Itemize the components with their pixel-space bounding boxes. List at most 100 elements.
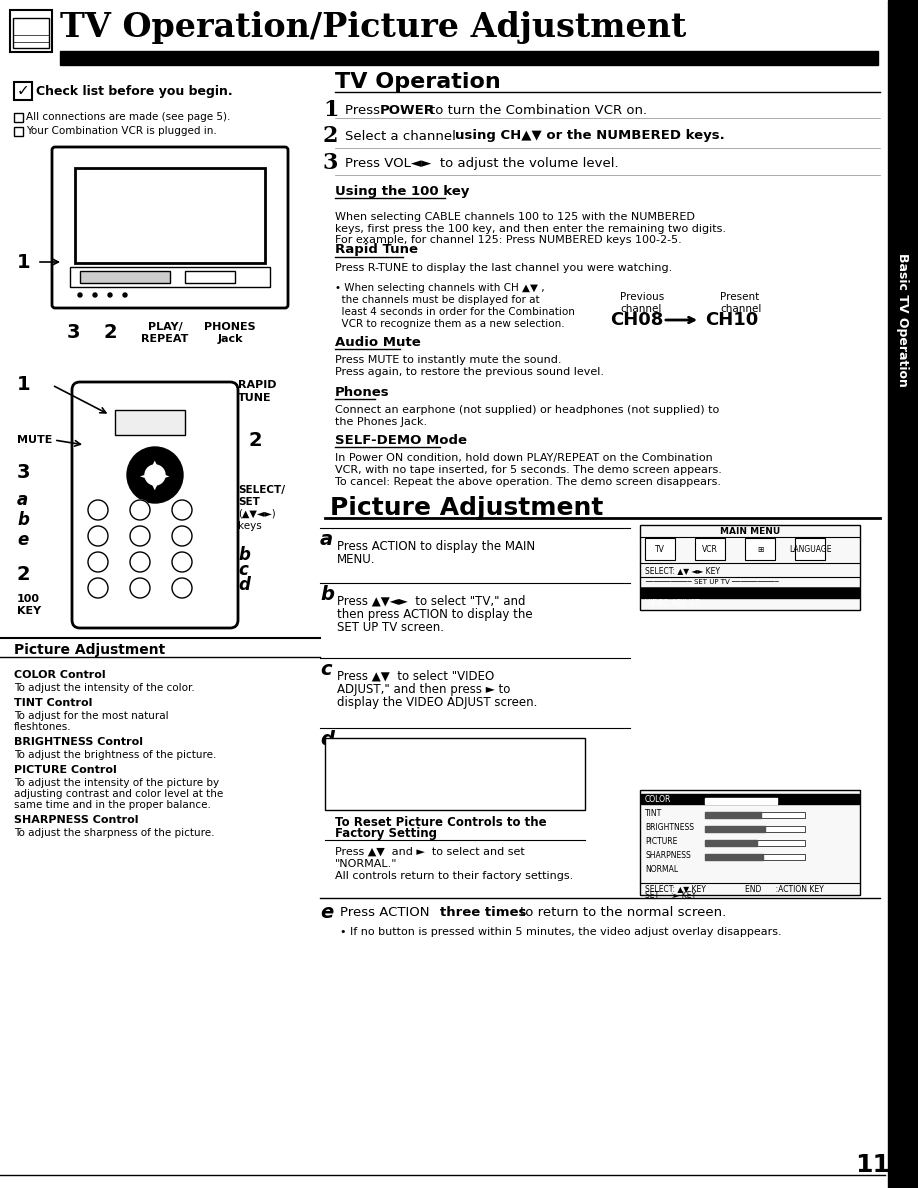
Text: fleshtones.: fleshtones.	[14, 722, 72, 732]
Text: (▲▼◄►): (▲▼◄►)	[238, 508, 275, 519]
Bar	[185, 271, 235, 283]
Text: • When selecting channels with CH ▲▼ ,: • When selecting channels with CH ▲▼ ,	[335, 283, 544, 293]
Text: same time and in the proper balance.: same time and in the proper balance.	[14, 800, 211, 810]
Text: VCR, with no tape inserted, for 5 seconds. The demo screen appears.: VCR, with no tape inserted, for 5 second…	[335, 465, 722, 475]
Text: ►: ►	[162, 470, 170, 480]
Text: BRIGHTNESS: BRIGHTNESS	[645, 823, 694, 833]
Text: Audio Mute: Audio Mute	[335, 335, 420, 348]
Text: TINT: TINT	[645, 809, 662, 819]
Text: display the VIDEO ADJUST screen.: display the VIDEO ADJUST screen.	[337, 696, 537, 709]
Text: To adjust for the most natural: To adjust for the most natural	[14, 710, 169, 721]
Text: Jack: Jack	[218, 334, 242, 345]
Circle shape	[88, 552, 108, 571]
Bar	[705, 854, 763, 860]
Text: Your Combination VCR is plugged in.: Your Combination VCR is plugged in.	[26, 126, 217, 135]
Text: TUNE: TUNE	[238, 393, 272, 403]
Text: three times: three times	[440, 906, 526, 920]
Text: Previous
channel: Previous channel	[620, 292, 665, 314]
Text: POWER: POWER	[380, 103, 435, 116]
Text: ✓: ✓	[17, 83, 29, 99]
Text: Press ▲▼  to select "VIDEO: Press ▲▼ to select "VIDEO	[337, 670, 494, 683]
Text: to turn the Combination VCR on.: to turn the Combination VCR on.	[430, 103, 647, 116]
Text: CH08: CH08	[610, 311, 664, 329]
Text: ▼: ▼	[151, 481, 159, 491]
Text: 100
KEY: 100 KEY	[17, 594, 41, 615]
Circle shape	[88, 526, 108, 546]
Text: When selecting CABLE channels 100 to 125 with the NUMBERED
keys, first press the: When selecting CABLE channels 100 to 125…	[335, 211, 726, 245]
Text: To adjust the sharpness of the picture.: To adjust the sharpness of the picture.	[14, 828, 215, 838]
Text: COLOR: COLOR	[645, 796, 671, 804]
Text: Press ACTION to display the MAIN: Press ACTION to display the MAIN	[337, 541, 535, 552]
Text: SET     :► KEY: SET :► KEY	[645, 891, 696, 899]
Circle shape	[88, 500, 108, 520]
Text: the channels must be displayed for at: the channels must be displayed for at	[335, 295, 540, 305]
Text: VIDEO ADJUST: VIDEO ADJUST	[645, 600, 700, 608]
Text: CH10: CH10	[705, 311, 758, 329]
Text: Press ▲▼◄►  to select "TV," and: Press ▲▼◄► to select "TV," and	[337, 595, 525, 608]
Text: LANGUAGE: LANGUAGE	[789, 544, 832, 554]
Text: 11: 11	[855, 1154, 890, 1177]
Circle shape	[123, 293, 127, 297]
Bar	[705, 840, 805, 846]
Bar	[13, 18, 49, 48]
Bar	[745, 538, 775, 560]
Text: Picture Adjustment: Picture Adjustment	[330, 497, 603, 520]
Bar	[705, 826, 805, 832]
Text: then press ACTION to display the: then press ACTION to display the	[337, 608, 532, 621]
Text: BRIGHTNESS Control: BRIGHTNESS Control	[14, 737, 143, 747]
FancyBboxPatch shape	[52, 147, 288, 308]
Text: c: c	[238, 561, 248, 579]
Text: Using the 100 key: Using the 100 key	[335, 185, 469, 198]
Bar	[14, 127, 23, 135]
Text: Press ▲▼  repeatedly to select the: Press ▲▼ repeatedly to select the	[337, 740, 539, 753]
Text: TINT Control: TINT Control	[14, 699, 93, 708]
Text: desired adjust item, and then press: desired adjust item, and then press	[337, 753, 548, 766]
Text: RAPID: RAPID	[238, 380, 276, 390]
Circle shape	[127, 447, 183, 503]
Text: 3: 3	[66, 323, 80, 342]
Text: Press ▲▼  and ►  to select and set: Press ▲▼ and ► to select and set	[335, 847, 525, 857]
Text: Connect an earphone (not supplied) or headphones (not supplied) to: Connect an earphone (not supplied) or he…	[335, 405, 719, 415]
Bar	[705, 813, 761, 819]
Text: SET: SET	[238, 497, 260, 507]
Text: SELF-DEMO Mode: SELF-DEMO Mode	[335, 434, 467, 447]
Bar	[14, 82, 32, 100]
Text: Press again, to restore the previous sound level.: Press again, to restore the previous sou…	[335, 367, 604, 377]
Bar	[641, 794, 859, 804]
Text: a: a	[17, 491, 28, 508]
Text: ◄► to adjust. (See description at left.): ◄► to adjust. (See description at left.)	[337, 766, 562, 779]
Text: TV Operation/Picture Adjustment: TV Operation/Picture Adjustment	[60, 12, 687, 44]
Bar	[705, 813, 805, 819]
Circle shape	[130, 552, 150, 571]
Bar	[795, 538, 825, 560]
Bar	[70, 267, 270, 287]
Text: ▲: ▲	[151, 460, 159, 469]
Text: 3: 3	[17, 462, 30, 481]
Text: 2: 2	[17, 565, 30, 584]
Circle shape	[88, 579, 108, 598]
Text: All controls return to their factory settings.: All controls return to their factory set…	[335, 871, 573, 881]
Text: SELECT: ▲▼ ◄► KEY: SELECT: ▲▼ ◄► KEY	[645, 567, 720, 575]
Text: ◄: ◄	[140, 470, 148, 480]
Text: PLAY/: PLAY/	[148, 322, 183, 331]
Text: SELECT/: SELECT/	[238, 485, 285, 495]
Text: REPEAT: REPEAT	[141, 334, 189, 345]
Text: To Reset Picture Controls to the: To Reset Picture Controls to the	[335, 815, 546, 828]
Text: To adjust the intensity of the picture by: To adjust the intensity of the picture b…	[14, 778, 219, 788]
Text: 1: 1	[323, 99, 339, 121]
Text: Select a channel: Select a channel	[345, 129, 460, 143]
Circle shape	[172, 552, 192, 571]
Text: "NORMAL.": "NORMAL."	[335, 859, 397, 868]
Text: VCR to recognize them as a new selection.: VCR to recognize them as a new selection…	[335, 320, 565, 329]
Text: MAIN MENU: MAIN MENU	[720, 526, 780, 536]
Text: 2: 2	[248, 430, 262, 449]
Text: b: b	[320, 584, 334, 604]
Text: using CH▲▼ or the NUMBERED keys.: using CH▲▼ or the NUMBERED keys.	[455, 129, 724, 143]
Text: a: a	[320, 530, 333, 549]
Text: VCR: VCR	[702, 544, 718, 554]
Bar	[14, 113, 23, 122]
Text: PICTURE Control: PICTURE Control	[14, 765, 117, 775]
Bar	[695, 538, 725, 560]
Text: SHARPNESS: SHARPNESS	[645, 852, 690, 860]
Text: Press MUTE to instantly mute the sound.: Press MUTE to instantly mute the sound.	[335, 355, 562, 365]
